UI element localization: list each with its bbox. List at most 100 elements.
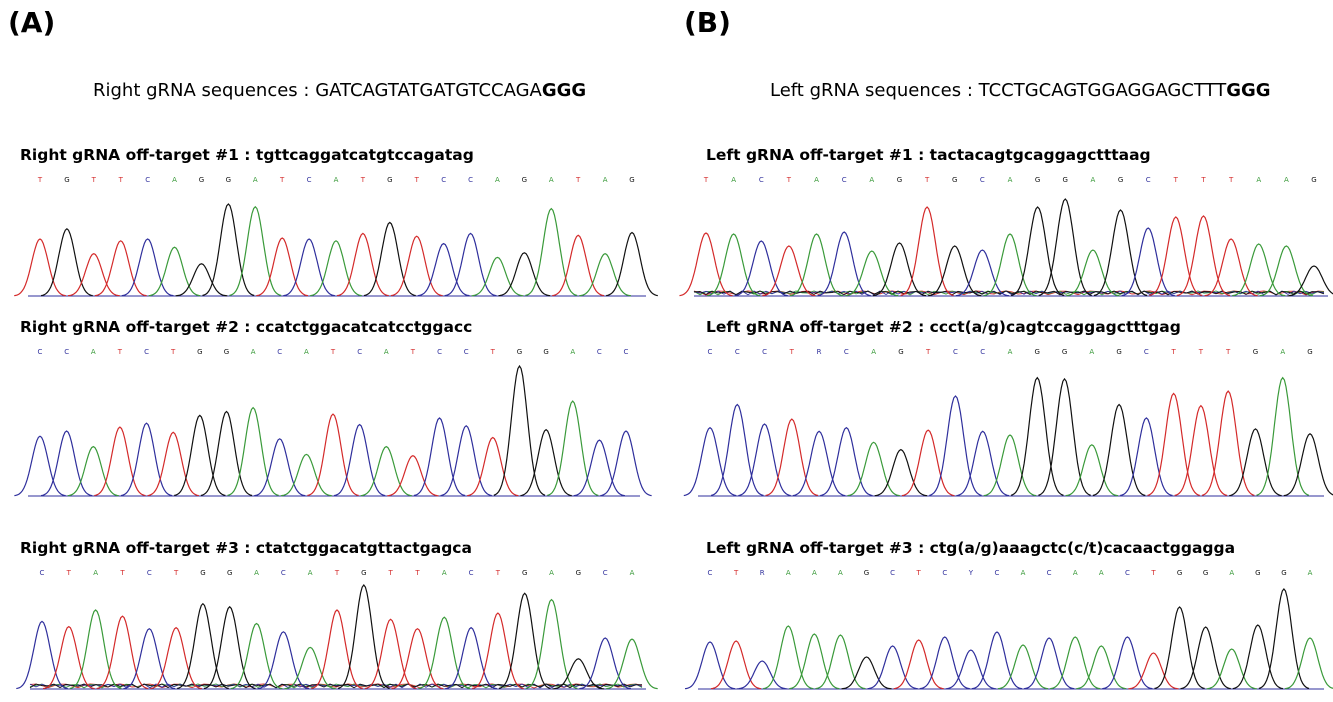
trace-peak-C <box>710 403 764 497</box>
trace-peak-T <box>1204 238 1258 297</box>
trace-peak-T <box>893 639 944 690</box>
base-call-label: A <box>812 569 817 577</box>
trace-peak-G <box>928 245 982 297</box>
base-call-label: A <box>1008 176 1013 184</box>
base-call-label: T <box>495 569 501 577</box>
pam-sequence: GGG <box>1226 80 1271 101</box>
trace-peak-T <box>67 253 120 297</box>
trace-peak-G <box>337 584 390 689</box>
base-call-label: A <box>549 569 554 577</box>
trace-peak-G <box>1287 265 1333 297</box>
trace-peak-A <box>360 445 412 497</box>
base-call-label: C <box>735 348 740 356</box>
base-call-label: C <box>890 569 895 577</box>
base-call-label: G <box>199 176 204 184</box>
base-call-label: A <box>549 176 554 184</box>
base-call-label: G <box>864 569 869 577</box>
trace-peak-T <box>900 206 954 297</box>
trace-peak-T <box>387 455 439 497</box>
trace-peak-T <box>390 235 443 297</box>
trace-peak-A <box>471 256 524 297</box>
trace-peak-C <box>445 626 497 690</box>
trace-peak-A <box>815 634 866 690</box>
trace-peak-T <box>765 418 819 497</box>
trace-peak-C <box>817 231 871 297</box>
base-call-label: G <box>1035 176 1040 184</box>
base-call-label: C <box>1125 569 1130 577</box>
base-call-label: A <box>570 348 575 356</box>
base-call-label: G <box>576 569 581 577</box>
base-call-label: A <box>871 348 876 356</box>
base-call-label: G <box>952 176 957 184</box>
trace-peak-C <box>440 425 492 497</box>
base-call-label: A <box>630 569 635 577</box>
base-call-label: A <box>495 176 500 184</box>
trace-peak-C <box>40 430 93 497</box>
trace-peak-T <box>901 429 955 497</box>
base-call-label: T <box>789 348 795 356</box>
base-call-label: G <box>1307 348 1312 356</box>
trace-peak-A <box>280 453 333 497</box>
base-call-label: T <box>703 176 709 184</box>
trace-peak-G <box>498 252 551 297</box>
base-call-label: C <box>842 176 847 184</box>
base-call-label: A <box>1284 176 1289 184</box>
trace-peak-A <box>1284 637 1333 690</box>
base-call-label: T <box>1225 348 1231 356</box>
trace-peak-T <box>147 431 199 497</box>
base-call-label: T <box>1228 176 1234 184</box>
base-call-label: A <box>93 569 98 577</box>
base-call-label: A <box>308 569 313 577</box>
trace-peak-C <box>867 645 918 690</box>
base-call-label: T <box>91 176 97 184</box>
base-call-label: T <box>1198 348 1204 356</box>
trace-peak-C <box>1102 636 1153 690</box>
trace-peak-G <box>1232 624 1284 690</box>
base-call-label: T <box>1173 176 1179 184</box>
base-call-label: A <box>1256 176 1261 184</box>
trace-peak-C <box>955 249 1009 297</box>
trace-peak-G <box>202 203 255 297</box>
trace-peak-T <box>552 234 605 297</box>
base-call-label: C <box>469 569 474 577</box>
trace-peak-A <box>230 622 283 690</box>
trace-peak-T <box>1201 390 1255 496</box>
trace-peak-T <box>1174 404 1228 497</box>
base-call-label: A <box>1099 569 1104 577</box>
base-call-label: C <box>708 569 713 577</box>
base-call-label: C <box>464 348 469 356</box>
base-call-label: G <box>224 348 229 356</box>
trace-peak-C <box>971 631 1023 690</box>
trace-peak-A <box>284 646 337 690</box>
trace-peak-A <box>148 246 201 297</box>
trace-peak-T <box>364 618 417 690</box>
trace-peak-T <box>1128 652 1179 690</box>
trace-peak-T <box>14 238 66 297</box>
base-call-label: C <box>38 348 43 356</box>
base-call-label: G <box>1062 348 1067 356</box>
track-title: Left gRNA off-target #1 : tactacagtgcagg… <box>706 146 1151 164</box>
base-call-label: G <box>1116 348 1121 356</box>
trace-peak-A <box>229 205 282 297</box>
base-call-label: G <box>897 176 902 184</box>
base-call-label: C <box>597 348 602 356</box>
trace-peak-A <box>1206 648 1257 690</box>
trace-peak-G <box>40 228 93 297</box>
trace-peak-A <box>789 233 844 297</box>
base-call-label: T <box>387 569 393 577</box>
base-call-label: T <box>1170 348 1176 356</box>
trace-peak-G <box>175 263 228 297</box>
trace-noise <box>29 683 643 689</box>
trace-peak-G <box>1010 206 1065 297</box>
base-call-label: A <box>384 348 389 356</box>
base-call-label: Y <box>968 569 974 577</box>
base-call-label: G <box>1253 348 1258 356</box>
trace-peak-C <box>333 423 386 497</box>
base-call-label: A <box>172 176 177 184</box>
base-call-label: C <box>603 569 608 577</box>
trace-peak-C <box>444 232 497 297</box>
base-call-label: A <box>251 348 256 356</box>
